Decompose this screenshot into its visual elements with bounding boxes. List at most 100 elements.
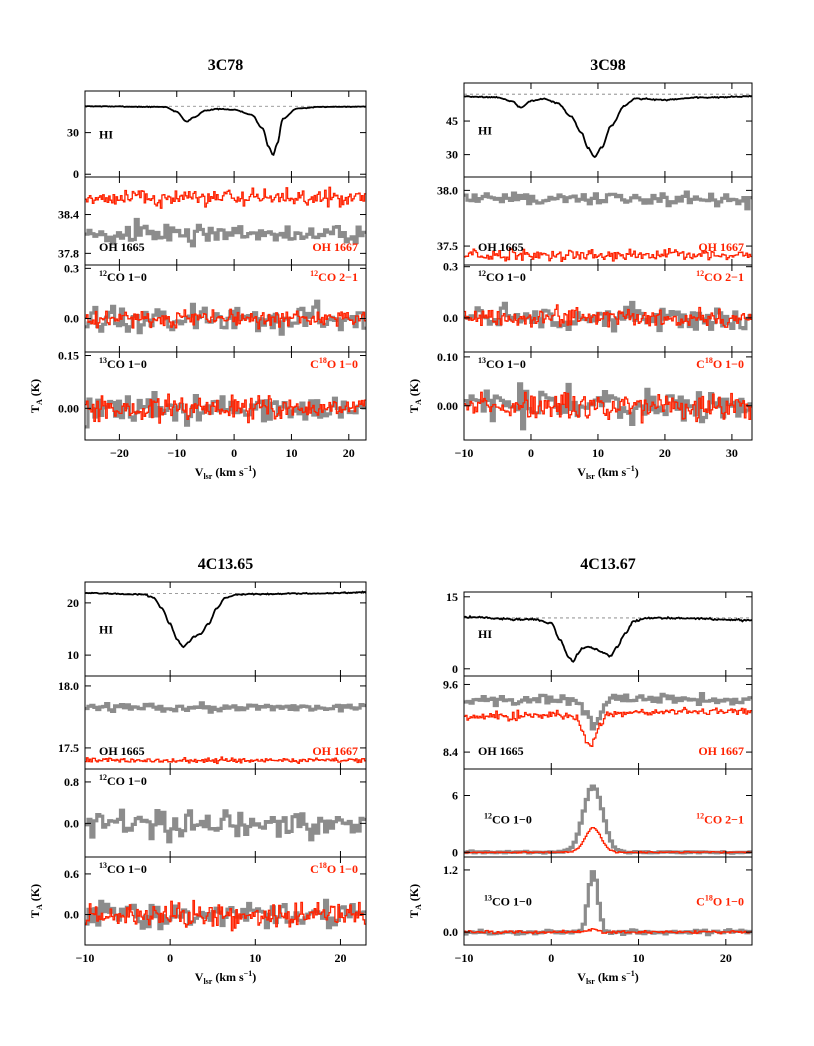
y-tick-label: 30 — [446, 148, 458, 162]
label-oh1667: OH 1667 — [312, 240, 358, 254]
y-tick-label: 0.3 — [443, 260, 458, 274]
panel-3: 0.0 0.3 12CO 1−0 12CO 2−1 — [443, 260, 753, 353]
series-gray — [85, 898, 366, 931]
panel-frame — [463, 856, 753, 946]
label-line-black: 12CO 1−0 — [478, 269, 526, 284]
label-line-red: 12CO 2−1 — [310, 269, 358, 284]
label-line-black: 13CO 1−0 — [99, 861, 147, 876]
series-red — [85, 186, 366, 209]
y-tick-label: 1.2 — [443, 863, 458, 877]
label-line-red: 12CO 2−1 — [696, 812, 744, 827]
panel-4: 0.00 0.15 13CO 1−0 C18O 1−0 — [58, 349, 367, 441]
panel-frame — [463, 351, 753, 441]
y-tick-label: 38.0 — [437, 183, 458, 197]
series-gray — [464, 190, 752, 211]
x-axis-label: Vlsr (km s−1) — [195, 464, 256, 481]
label-line-red: C18O 1−0 — [310, 356, 358, 371]
y-tick-label: 0.0 — [443, 311, 458, 325]
x-axis-label: Vlsr (km s−1) — [195, 969, 256, 986]
y-tick-label: 0.6 — [64, 867, 79, 881]
series-black — [464, 614, 752, 663]
panel-frame — [84, 351, 367, 441]
chart-title: 4C13.65 — [198, 556, 254, 573]
x-tick-label: 20 — [343, 446, 355, 460]
x-tick-label: 10 — [249, 951, 261, 965]
series-black — [85, 105, 366, 157]
panel-2: 17.5 18.0 OH 1665 OH 1667 — [58, 675, 367, 770]
series-gray — [85, 217, 366, 248]
x-tick-label: 20 — [659, 446, 671, 460]
y-tick-label: 0.0 — [64, 908, 79, 922]
series-gray — [85, 808, 366, 844]
series-red — [464, 706, 752, 747]
x-tick-label: 10 — [592, 446, 604, 460]
label-line-black: 12CO 1−0 — [484, 812, 532, 827]
x-tick-label: 0 — [528, 446, 534, 460]
x-tick-label: 0 — [231, 446, 237, 460]
label-hi: HI — [478, 627, 492, 641]
label-oh1667: OH 1667 — [312, 744, 358, 758]
chart-3c98: 3C98 30 45 HI 37.5 38.0 OH 1665 OH 1667 0.0 0.3 12… — [407, 57, 753, 481]
label-line-red: 12CO 2−1 — [696, 269, 744, 284]
y-tick-label: 0 — [452, 662, 458, 676]
label-oh1665: OH 1665 — [478, 240, 524, 254]
series-gray — [85, 299, 366, 336]
y-tick-label: 0.3 — [64, 261, 79, 275]
label-line-red: C18O 1−0 — [310, 861, 358, 876]
label-line-red: C18O 1−0 — [696, 356, 744, 371]
y-tick-label: 0.15 — [58, 349, 79, 363]
y-tick-label: 9.6 — [443, 677, 458, 691]
y-tick-label: 17.5 — [58, 741, 79, 755]
chart-3c78: 3C78 0 30 HI 37.8 38.4 OH 1665 OH 1667 0.0 0.3 12C… — [28, 57, 367, 481]
y-tick-label: 0 — [452, 845, 458, 859]
label-hi: HI — [478, 124, 492, 138]
panel-1: 0 30 HI — [67, 90, 367, 181]
series-red — [85, 756, 366, 765]
y-tick-label: 0.00 — [58, 401, 79, 415]
x-tick-label: 0 — [167, 951, 173, 965]
y-tick-label: 0.00 — [437, 399, 458, 413]
x-tick-label: −10 — [167, 446, 186, 460]
y-tick-label: 0.10 — [437, 350, 458, 364]
panel-4: 0.0 0.6 13CO 1−0 C18O 1−0 — [64, 856, 367, 946]
label-line-black: 13CO 1−0 — [484, 893, 532, 908]
y-tick-label: 37.8 — [58, 246, 79, 260]
series-gray — [85, 391, 366, 429]
series-red — [464, 304, 752, 328]
chart-title: 3C78 — [208, 57, 244, 74]
y-tick-label: 30 — [67, 126, 79, 140]
panel-4: 0.0 1.2 13CO 1−0 C18O 1−0 — [443, 856, 753, 946]
series-black — [464, 94, 752, 159]
y-tick-label: 0.0 — [64, 816, 79, 830]
label-line-red: C18O 1−0 — [696, 893, 744, 908]
label-oh1665: OH 1665 — [99, 744, 145, 758]
x-tick-label: 30 — [726, 446, 738, 460]
series-black — [85, 590, 366, 649]
label-oh1667: OH 1667 — [698, 240, 744, 254]
panel-frame — [84, 90, 367, 178]
x-axis-label: Vlsr (km s−1) — [577, 969, 638, 986]
y-tick-label: 15 — [446, 590, 458, 604]
label-oh1665: OH 1665 — [99, 240, 145, 254]
label-hi: HI — [99, 623, 113, 637]
y-axis-label: TA (K) — [28, 884, 44, 918]
panel-2: 8.4 9.6 OH 1665 OH 1667 — [443, 675, 753, 770]
y-tick-label: 0.8 — [64, 775, 79, 789]
y-tick-label: 20 — [67, 596, 79, 610]
panel-2: 37.5 38.0 OH 1665 OH 1667 — [437, 176, 753, 266]
y-tick-label: 18.0 — [58, 679, 79, 693]
panel-frame — [84, 856, 367, 946]
series-red — [464, 391, 752, 424]
panel-1: 10 20 HI — [67, 581, 367, 677]
panel-2: 37.8 38.4 OH 1665 OH 1667 — [58, 176, 367, 266]
panel-3: 0.0 0.8 12CO 1−0 — [64, 768, 367, 858]
panel-1: 30 45 HI — [446, 82, 753, 178]
chart-title: 3C98 — [590, 57, 626, 74]
chart-title: 4C13.67 — [580, 556, 636, 573]
label-line-black: 13CO 1−0 — [99, 356, 147, 371]
label-oh1665: OH 1665 — [478, 744, 524, 758]
panel-frame — [463, 591, 753, 677]
x-tick-label: 20 — [720, 951, 732, 965]
series-gray — [464, 692, 752, 731]
